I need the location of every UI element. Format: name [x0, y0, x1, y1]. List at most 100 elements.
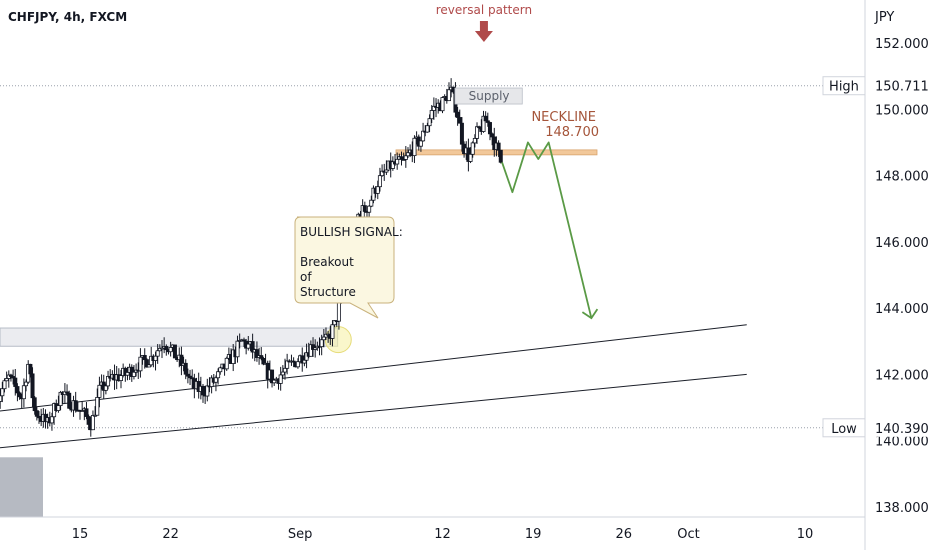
candle-body: [93, 414, 98, 417]
candle-body: [241, 339, 246, 342]
candle-body: [300, 355, 305, 364]
candle-body: [200, 385, 205, 396]
candle-body: [250, 341, 255, 353]
candle-body: [451, 86, 456, 93]
candle-body: [246, 343, 251, 349]
candle-body: [17, 392, 22, 398]
candle-body: [311, 344, 316, 350]
x-tick-label: 26: [615, 527, 632, 542]
candle-body: [84, 408, 89, 417]
candle-body: [481, 115, 486, 132]
candle-body: [205, 385, 210, 397]
bullish-callout-box: [294, 216, 395, 319]
candle-body: [224, 357, 229, 370]
candle-body: [457, 117, 462, 124]
candle-body: [8, 374, 13, 377]
high-value-label: 150.711: [875, 80, 929, 95]
candle-body: [97, 384, 102, 398]
candle-body: [485, 120, 490, 123]
candle-body: [24, 381, 29, 387]
candle-body: [487, 122, 492, 135]
candle-body: [118, 375, 123, 381]
neckline-value: 148.700: [545, 125, 599, 140]
candle-body: [403, 155, 408, 160]
candle-body: [4, 378, 9, 382]
candle-body: [259, 355, 264, 359]
candle-body: [86, 416, 91, 425]
candle-body: [56, 405, 61, 411]
bullish-callout-line: of: [300, 270, 312, 284]
supply-label: Supply: [469, 89, 510, 103]
candle-body: [483, 115, 488, 122]
candle-body: [412, 137, 417, 157]
x-tick-label: 12: [434, 527, 451, 542]
candle-body: [362, 205, 367, 212]
x-tick-label: 15: [72, 527, 89, 542]
candle-body: [90, 415, 95, 431]
candle-body: [429, 110, 434, 120]
candle-body: [384, 169, 389, 173]
candle-body: [459, 122, 464, 145]
candle-body: [188, 375, 193, 379]
candle-body: [375, 186, 380, 194]
y-tick-label: 150.000: [875, 103, 929, 118]
candle-body: [395, 158, 400, 165]
candle-body: [0, 395, 3, 402]
candle-body: [425, 125, 430, 133]
high-value-bg: [866, 76, 932, 95]
candle-body: [138, 356, 143, 372]
y-tick-label: 148.000: [875, 170, 929, 185]
candle-body: [123, 367, 128, 376]
bullish-callout-line: BULLISH SIGNAL:: [300, 225, 403, 239]
bullish-callout-line: Breakout: [300, 255, 354, 269]
reversal-arrow: [474, 21, 493, 42]
volume-block: [0, 457, 43, 517]
candle-body: [280, 371, 285, 376]
candle-body: [472, 137, 477, 144]
candle-body: [28, 363, 33, 375]
candle-body: [313, 347, 318, 350]
candle-body: [142, 355, 147, 361]
x-tick-label: 10: [797, 527, 814, 542]
candle-body: [308, 344, 313, 357]
candle-body: [131, 371, 136, 377]
candle-body: [496, 142, 501, 151]
y-tick-label: 140.000: [875, 435, 929, 450]
candle-body: [13, 377, 18, 387]
candle-body: [147, 364, 152, 368]
candle-body: [95, 397, 100, 416]
candle-body: [80, 410, 85, 412]
candle-body: [67, 392, 72, 409]
candle-body: [58, 391, 63, 406]
candle-body: [446, 89, 451, 102]
candle-body: [399, 156, 404, 160]
candle-body: [179, 354, 184, 366]
candle-body: [498, 149, 503, 163]
candle-body: [427, 118, 432, 127]
candle-body: [106, 375, 111, 387]
supply-label-box: [454, 87, 523, 105]
currency-label: JPY: [874, 10, 894, 25]
x-tick-label: 22: [162, 527, 179, 542]
candle-body: [0, 388, 5, 397]
candle-body: [164, 346, 169, 351]
y-tick-label: 144.000: [875, 302, 929, 317]
candle-body: [65, 391, 70, 394]
candle-body: [336, 301, 341, 322]
candle-body: [216, 371, 221, 379]
neckline-title: NECKLINE: [531, 110, 596, 125]
candle-body: [34, 410, 39, 417]
high-tag-label: High: [829, 80, 859, 95]
candle-body: [380, 170, 385, 177]
candle-body: [302, 359, 307, 364]
candle-body: [32, 397, 37, 412]
x-tick-label: Sep: [288, 527, 313, 542]
candle-body: [418, 140, 423, 147]
candle-body: [470, 142, 475, 155]
breakout-highlight: [324, 326, 352, 354]
candle-body: [369, 199, 374, 207]
candle-body: [321, 336, 326, 341]
y-tick-label: 142.000: [875, 368, 929, 383]
